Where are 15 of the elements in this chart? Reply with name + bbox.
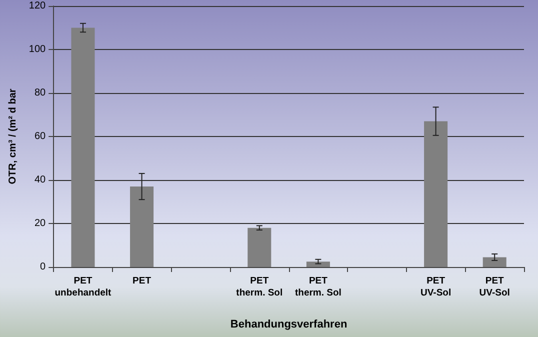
y-tick-label: 80	[34, 88, 46, 98]
x-tick-label: PET UV-Sol	[479, 276, 510, 298]
y-tick-label: 20	[34, 218, 46, 229]
x-tick-label: PET UV-Sol	[420, 276, 452, 298]
y-tick-label: 100	[28, 44, 46, 55]
x-tick-label: PET therm. Sol	[236, 276, 283, 298]
y-axis-title: OTR, cm³ / (m² d bar	[8, 88, 18, 184]
x-tick-label: PET	[132, 276, 152, 286]
y-tick-label: 60	[34, 131, 46, 142]
y-tick-label: 120	[28, 0, 46, 12]
x-tick-label: PET unbehandelt	[54, 276, 112, 298]
x-tick-label: PET therm. Sol	[294, 276, 342, 298]
x-axis-title: Behandungsverfahren	[230, 318, 348, 330]
y-tick-label: 0	[40, 262, 46, 272]
y-tick-label: 40	[34, 174, 46, 186]
